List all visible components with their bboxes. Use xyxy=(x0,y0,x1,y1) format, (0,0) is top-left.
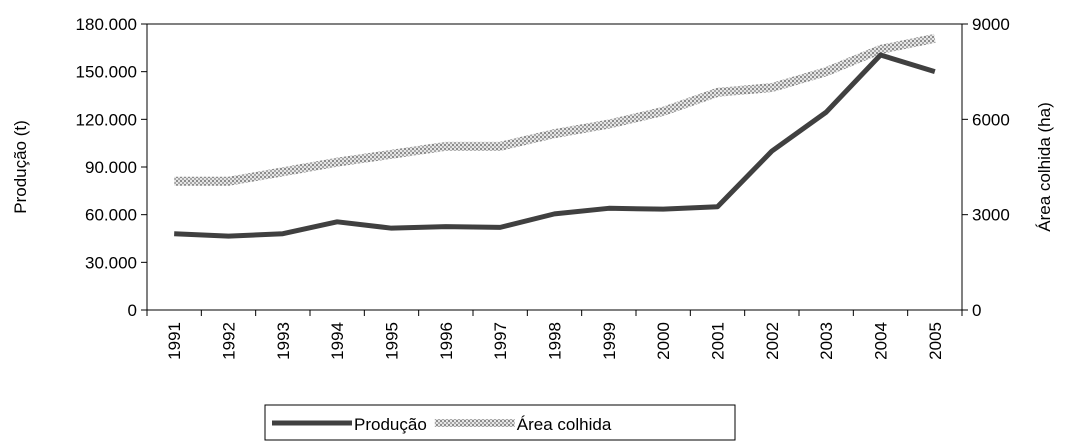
y-tick-label: 120.000 xyxy=(76,110,137,129)
y-tick-label: 90.000 xyxy=(85,158,137,177)
x-tick-label: 1996 xyxy=(437,322,456,360)
area-line xyxy=(174,33,936,186)
legend-swatch xyxy=(272,420,352,426)
x-tick-label: 2005 xyxy=(926,322,945,360)
y-tick-label: 180.000 xyxy=(76,15,137,34)
x-tick-label: 1997 xyxy=(491,322,510,360)
y-axis-title: Produção (t) xyxy=(11,120,30,214)
y2-tick-label: 0 xyxy=(972,301,981,320)
legend-label: Produção xyxy=(354,415,427,434)
x-tick-label: 2002 xyxy=(763,322,782,360)
y-tick-label: 0 xyxy=(128,301,137,320)
x-tick-label: 2000 xyxy=(654,322,673,360)
x-tick-label: 1991 xyxy=(165,322,184,360)
legend-box xyxy=(264,404,736,441)
x-tick-label: 1993 xyxy=(274,322,293,360)
x-tick-label: 2004 xyxy=(872,322,891,360)
x-tick-label: 1992 xyxy=(220,322,239,360)
y2-tick-label: 3000 xyxy=(972,206,1010,225)
x-tick-label: 2003 xyxy=(817,322,836,360)
production-line xyxy=(174,52,936,239)
legend-swatch xyxy=(434,419,515,427)
x-tick-label: 2001 xyxy=(709,322,728,360)
y2-tick-label: 9000 xyxy=(972,15,1010,34)
y-tick-label: 30.000 xyxy=(85,253,137,272)
y-tick-label: 150.000 xyxy=(76,63,137,82)
x-tick-label: 1994 xyxy=(328,322,347,360)
legend-label: Área colhida xyxy=(517,415,612,434)
x-tick-label: 1995 xyxy=(383,322,402,360)
y-tick-label: 60.000 xyxy=(85,206,137,225)
y2-tick-label: 6000 xyxy=(972,110,1010,129)
y2-axis-title: Área colhida (ha) xyxy=(1035,102,1054,231)
x-tick-label: 1998 xyxy=(546,322,565,360)
x-tick-label: 1999 xyxy=(600,322,619,360)
